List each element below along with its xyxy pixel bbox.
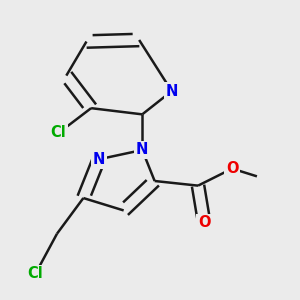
Text: N: N: [136, 142, 148, 158]
Text: Cl: Cl: [27, 266, 43, 281]
Text: O: O: [226, 161, 239, 176]
Text: N: N: [93, 152, 105, 167]
Text: N: N: [166, 84, 178, 99]
Text: O: O: [198, 215, 211, 230]
Text: Cl: Cl: [51, 125, 66, 140]
